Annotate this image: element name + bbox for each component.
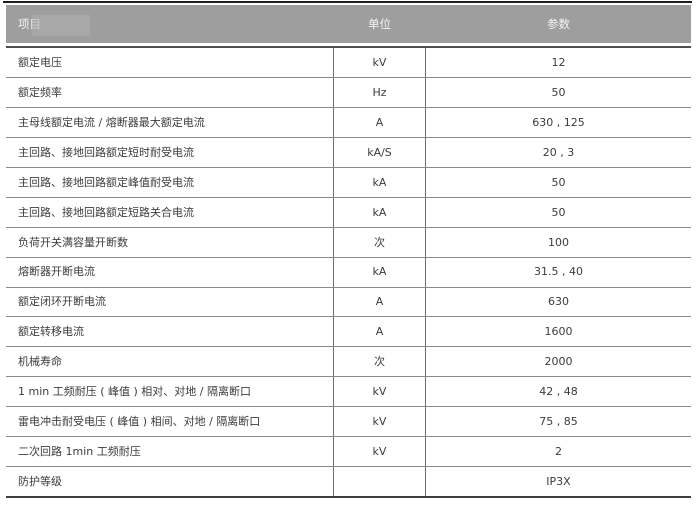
table-row: 主回路、接地回路额定峰值耐受电流 kA 50: [6, 167, 691, 198]
item-cell: 额定转移电流: [18, 325, 84, 339]
table-row: 额定转移电流 A 1600: [6, 317, 691, 348]
value-cell: 75 , 85: [539, 415, 578, 429]
item-cell: 额定闭环开断电流: [18, 295, 106, 309]
column-header-unit: 单位: [368, 17, 391, 31]
spec-table: 项目 单位 参数 额定电压 kV 12 额定频率 Hz 50 主母线额定电流 /…: [6, 5, 691, 498]
value-cell: 100: [548, 235, 569, 249]
table-row: 主回路、接地回路额定短路关合电流 kA 50: [6, 197, 691, 228]
value-cell: 50: [551, 175, 566, 189]
value-cell: 2000: [544, 355, 573, 369]
unit-cell: A: [333, 107, 426, 137]
table-row: 防护等级 IP3X: [6, 467, 691, 497]
unit-cell: kA/S: [333, 137, 426, 167]
unit-cell: 次: [333, 227, 426, 257]
table-row: 机械寿命 次 2000: [6, 347, 691, 378]
table-row: 负荷开关满容量开断数 次 100: [6, 227, 691, 258]
value-cell: 2: [555, 445, 562, 459]
unit-cell: kA: [333, 197, 426, 227]
item-cell: 额定频率: [18, 85, 62, 99]
value-cell: 42 , 48: [539, 385, 578, 399]
table-row: 雷电冲击耐受电压 ( 峰值 ) 相间、对地 / 隔离断口 kV 75 , 85: [6, 407, 691, 438]
value-cell: 12: [551, 55, 566, 69]
header-watermark-patch: [32, 15, 90, 36]
value-cell: 1600: [544, 325, 573, 339]
top-rule: [3, 1, 692, 3]
unit-cell: [333, 467, 426, 497]
table-row: 主母线额定电流 / 熔断器最大额定电流 A 630 , 125: [6, 107, 691, 138]
unit-cell: 次: [333, 347, 426, 377]
item-cell: 熔断器开断电流: [18, 265, 95, 279]
item-cell: 主回路、接地回路额定短路关合电流: [18, 205, 194, 219]
item-cell: 雷电冲击耐受电压 ( 峰值 ) 相间、对地 / 隔离断口: [18, 415, 261, 429]
value-cell: 31.5 , 40: [534, 265, 583, 279]
unit-cell: A: [333, 317, 426, 347]
item-cell: 二次回路 1min 工频耐压: [18, 445, 141, 459]
unit-cell: kA: [333, 257, 426, 287]
value-cell: 630 , 125: [532, 115, 585, 129]
item-cell: 机械寿命: [18, 355, 62, 369]
item-cell: 1 min 工频耐压 ( 峰值 ) 相对、对地 / 隔离断口: [18, 385, 252, 399]
unit-cell: Hz: [333, 77, 426, 107]
table-row: 额定频率 Hz 50: [6, 77, 691, 108]
unit-cell: kV: [333, 48, 426, 77]
value-cell: 20 , 3: [542, 145, 575, 159]
table-body: 额定电压 kV 12 额定频率 Hz 50 主母线额定电流 / 熔断器最大额定电…: [6, 46, 691, 498]
table-row: 额定闭环开断电流 A 630: [6, 287, 691, 318]
table-row: 熔断器开断电流 kA 31.5 , 40: [6, 257, 691, 288]
table-header-row: 项目 单位 参数: [6, 5, 691, 43]
value-cell: 50: [551, 85, 566, 99]
unit-cell: kV: [333, 437, 426, 467]
table-row: 二次回路 1min 工频耐压 kV 2: [6, 437, 691, 468]
value-cell: IP3X: [546, 475, 571, 488]
unit-cell: kV: [333, 377, 426, 407]
item-cell: 主母线额定电流 / 熔断器最大额定电流: [18, 115, 205, 129]
column-header-parameter: 参数: [547, 17, 570, 31]
unit-cell: A: [333, 287, 426, 317]
unit-cell: kV: [333, 407, 426, 437]
item-cell: 负荷开关满容量开断数: [18, 235, 128, 249]
item-cell: 主回路、接地回路额定短时耐受电流: [18, 145, 194, 159]
table-row: 1 min 工频耐压 ( 峰值 ) 相对、对地 / 隔离断口 kV 42 , 4…: [6, 377, 691, 408]
unit-cell: kA: [333, 167, 426, 197]
value-cell: 630: [548, 295, 569, 309]
header-gap: [6, 43, 691, 46]
value-cell: 50: [551, 205, 566, 219]
item-cell: 防护等级: [18, 475, 62, 488]
table-row: 主回路、接地回路额定短时耐受电流 kA/S 20 , 3: [6, 137, 691, 168]
item-cell: 额定电压: [18, 55, 62, 69]
table-row: 额定电压 kV 12: [6, 48, 691, 78]
item-cell: 主回路、接地回路额定峰值耐受电流: [18, 175, 194, 189]
